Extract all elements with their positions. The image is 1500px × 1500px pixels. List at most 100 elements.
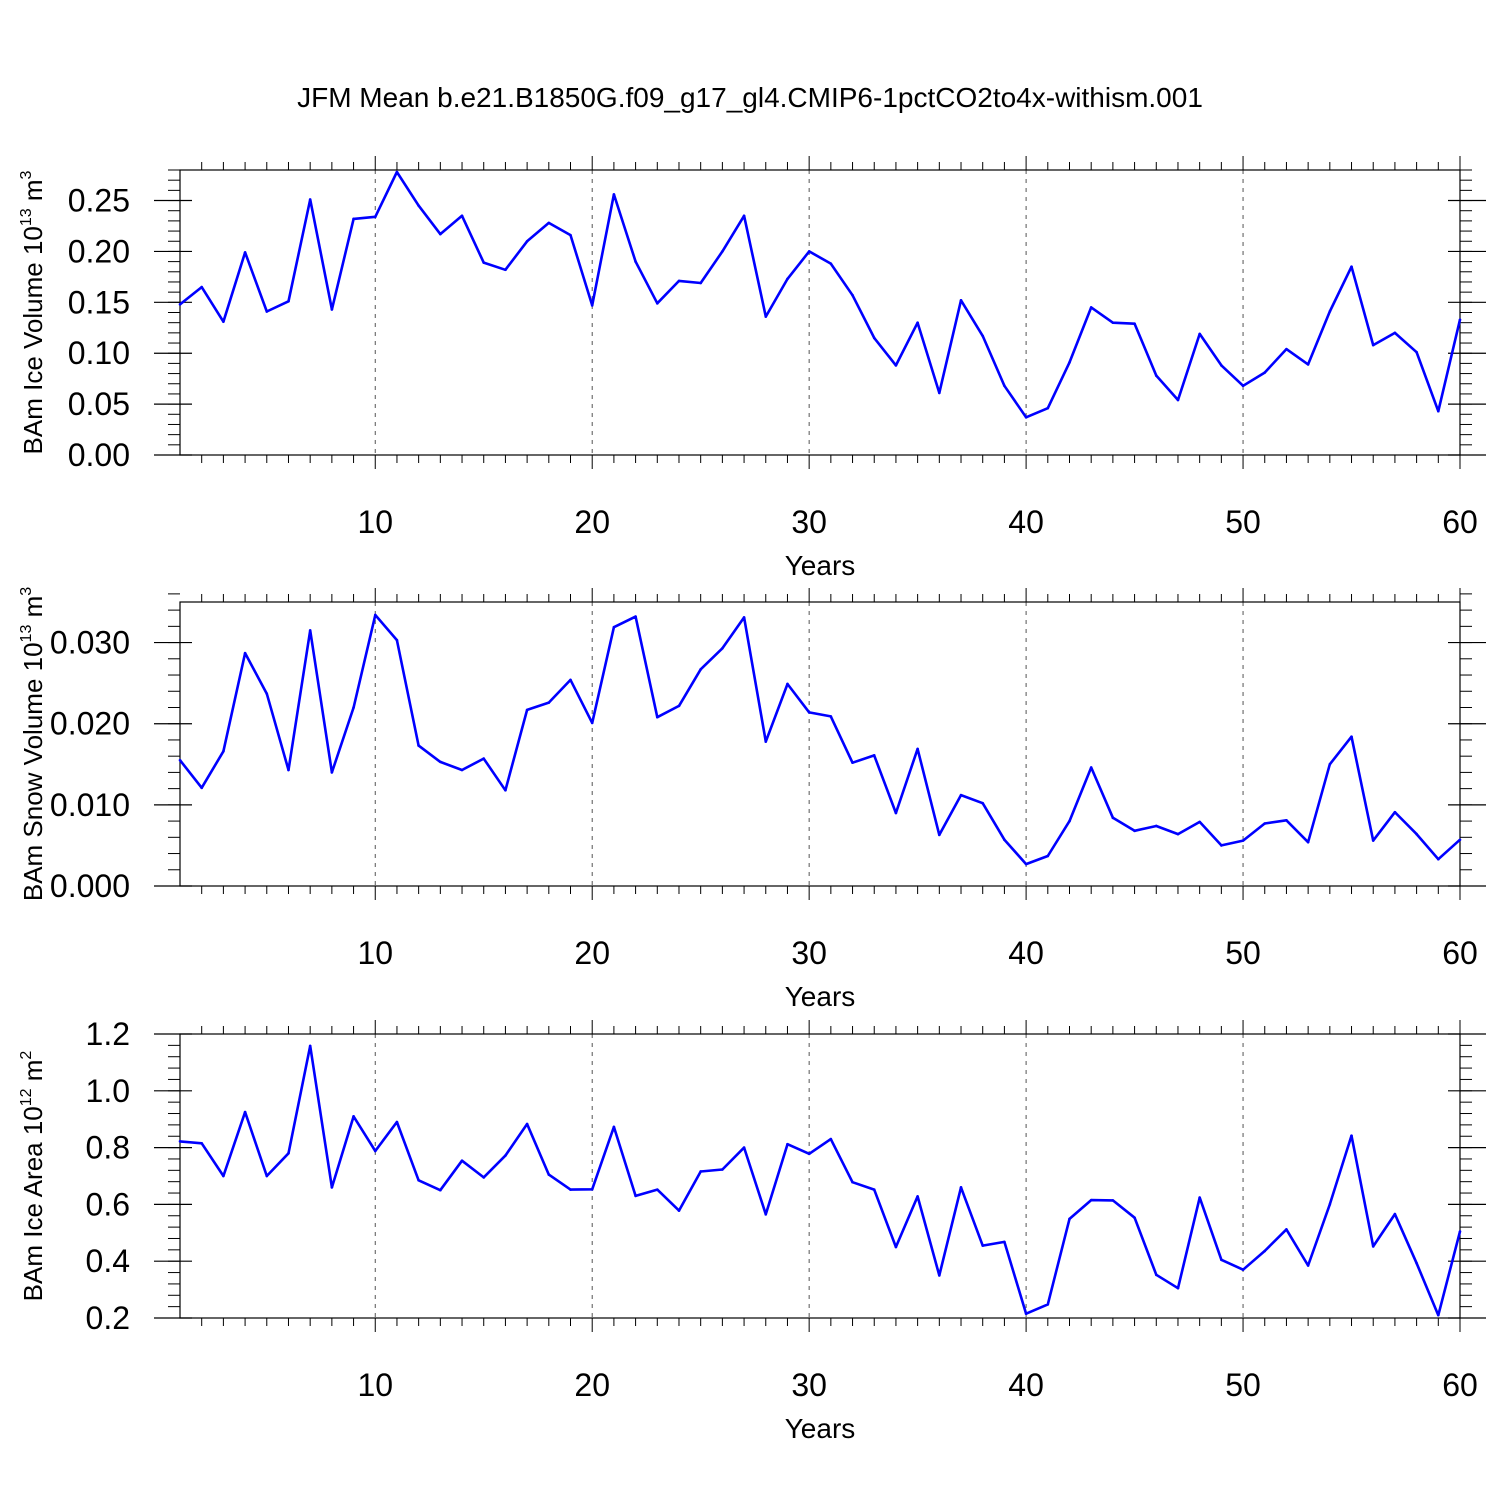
chart-title: JFM Mean b.e21.B1850G.f09_g17_gl4.CMIP6-… <box>297 82 1203 113</box>
data-point <box>1046 854 1050 858</box>
data-point <box>178 1140 182 1143</box>
data-point <box>851 293 854 297</box>
data-point <box>200 786 203 790</box>
data-point <box>764 1213 768 1216</box>
data-point <box>439 760 442 764</box>
x-tick-label: 10 <box>357 935 393 971</box>
data-point <box>525 239 529 243</box>
data-point <box>178 758 182 762</box>
data-point <box>851 761 854 764</box>
data-point <box>677 279 681 283</box>
data-point <box>222 750 225 753</box>
data-point <box>265 1174 269 1178</box>
data-point <box>1285 818 1288 822</box>
y-tick-label: 0.4 <box>86 1243 130 1279</box>
data-point <box>1415 1261 1418 1265</box>
data-point <box>590 304 594 307</box>
data-point <box>243 1110 247 1114</box>
data-point <box>1371 343 1375 347</box>
data-point <box>525 708 529 712</box>
x-tick-label: 40 <box>1008 504 1044 540</box>
data-point <box>634 615 637 618</box>
data-point <box>308 629 312 632</box>
data-point <box>634 1194 637 1198</box>
data-point <box>1111 1199 1115 1202</box>
x-tick-label: 10 <box>357 1367 393 1403</box>
x-tick-label: 30 <box>791 504 827 540</box>
data-point <box>373 215 377 219</box>
y-tick-label: 0.15 <box>68 284 130 320</box>
data-point <box>1241 384 1245 388</box>
data-point <box>330 308 334 311</box>
data-point <box>1024 1312 1028 1316</box>
data-point <box>1350 265 1353 268</box>
data-point <box>981 1244 985 1247</box>
data-point <box>742 616 746 619</box>
data-point <box>1328 1203 1332 1206</box>
panel-ice-area: 10 20 30 40 50 60 Years 0.2 0.4 0.6 0.8 1.0 1.2 BAm I… <box>18 1016 1486 1444</box>
data-point <box>1415 832 1418 836</box>
data-point <box>1393 1212 1397 1216</box>
data-point <box>1068 819 1071 823</box>
data-point <box>872 754 876 757</box>
data-point <box>1306 363 1310 366</box>
data-point <box>786 277 789 281</box>
data-point <box>1220 364 1223 367</box>
plot-frame <box>179 169 1461 456</box>
y-tick-label: 0.10 <box>68 335 130 371</box>
x-tick-label: 50 <box>1225 1367 1261 1403</box>
data-point <box>1306 1264 1310 1267</box>
data-point <box>612 1125 616 1129</box>
x-tick-label: 60 <box>1442 935 1478 971</box>
data-point <box>547 221 551 225</box>
y-tick-label: 1.2 <box>86 1016 130 1052</box>
y-tick-label: 0.2 <box>86 1300 130 1336</box>
data-point <box>1371 839 1375 842</box>
data-point <box>764 740 768 743</box>
data-point <box>352 706 355 709</box>
data-point <box>1241 1268 1245 1272</box>
data-point <box>634 260 637 263</box>
y-tick-label: 0.25 <box>68 183 130 219</box>
y-tick-label: 0.05 <box>68 386 130 422</box>
data-point <box>482 1176 486 1179</box>
data-point <box>482 757 486 760</box>
data-point <box>721 1168 724 1171</box>
data-point <box>655 715 659 719</box>
data-point <box>829 262 833 265</box>
data-point <box>1133 829 1136 833</box>
data-point <box>460 768 464 772</box>
data-point <box>894 364 898 367</box>
data-point <box>287 300 290 303</box>
data-point <box>786 1142 789 1146</box>
data-point <box>807 711 811 714</box>
data-point <box>1024 862 1028 866</box>
data-point <box>1350 1134 1353 1137</box>
data-point <box>721 646 724 650</box>
data-point <box>916 321 919 324</box>
data-point <box>417 204 420 207</box>
data-point <box>1089 1198 1093 1202</box>
data-point <box>938 391 941 395</box>
data-point <box>938 833 941 837</box>
data-point <box>1220 1258 1223 1262</box>
data-point <box>1133 1216 1136 1220</box>
data-point <box>547 1173 551 1176</box>
data-point <box>699 1170 702 1173</box>
x-tick-label: 40 <box>1008 1367 1044 1403</box>
data-point <box>590 721 594 725</box>
data-point <box>1111 816 1115 820</box>
data-point <box>1198 332 1201 336</box>
data-point <box>308 1044 312 1048</box>
data-point <box>222 320 225 323</box>
y-tick-label: 0.000 <box>50 868 130 904</box>
x-tick-label: 50 <box>1225 935 1261 971</box>
data-point <box>352 217 355 221</box>
data-point <box>1089 766 1093 769</box>
plot-frame <box>179 1033 1461 1319</box>
x-tick-label: 30 <box>791 935 827 971</box>
data-point <box>807 1152 811 1156</box>
data-point <box>807 250 811 253</box>
x-axis-label: Years <box>785 550 856 581</box>
data-point <box>916 747 919 751</box>
